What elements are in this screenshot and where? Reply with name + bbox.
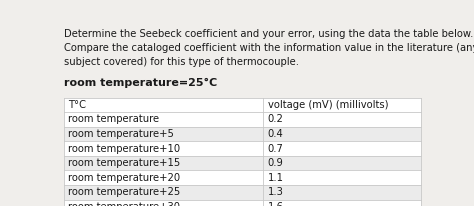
Text: 1.6: 1.6 [267,202,283,206]
Bar [64,156,421,171]
Text: voltage (mV) (millivolts): voltage (mV) (millivolts) [267,100,388,110]
Bar [64,200,421,206]
Text: room temperature+5: room temperature+5 [68,129,174,139]
Text: room temperature+25: room temperature+25 [68,187,180,197]
Text: 1.3: 1.3 [267,187,283,197]
Text: room temperature+30: room temperature+30 [68,202,180,206]
Bar [64,141,421,156]
Bar [64,185,421,200]
Bar [64,171,421,185]
Bar [64,127,421,141]
Text: subject covered) for this type of thermocouple.: subject covered) for this type of thermo… [64,57,299,67]
Text: room temperature+10: room temperature+10 [68,144,180,154]
Text: 0.9: 0.9 [267,158,283,168]
Bar [64,97,421,206]
Text: 0.2: 0.2 [267,114,283,124]
Text: T°C: T°C [68,100,86,110]
Text: Compare the cataloged coefficient with the information value in the literature (: Compare the cataloged coefficient with t… [64,43,474,53]
Text: room temperature=25°C: room temperature=25°C [64,78,217,88]
Text: 0.4: 0.4 [267,129,283,139]
Text: room temperature+20: room temperature+20 [68,173,180,183]
Text: 1.1: 1.1 [267,173,283,183]
Text: Determine the Seebeck coefficient and your error, using the data the table below: Determine the Seebeck coefficient and yo… [64,29,474,39]
Text: room temperature: room temperature [68,114,159,124]
Text: room temperature+15: room temperature+15 [68,158,180,168]
Text: 0.7: 0.7 [267,144,283,154]
Bar [64,112,421,127]
